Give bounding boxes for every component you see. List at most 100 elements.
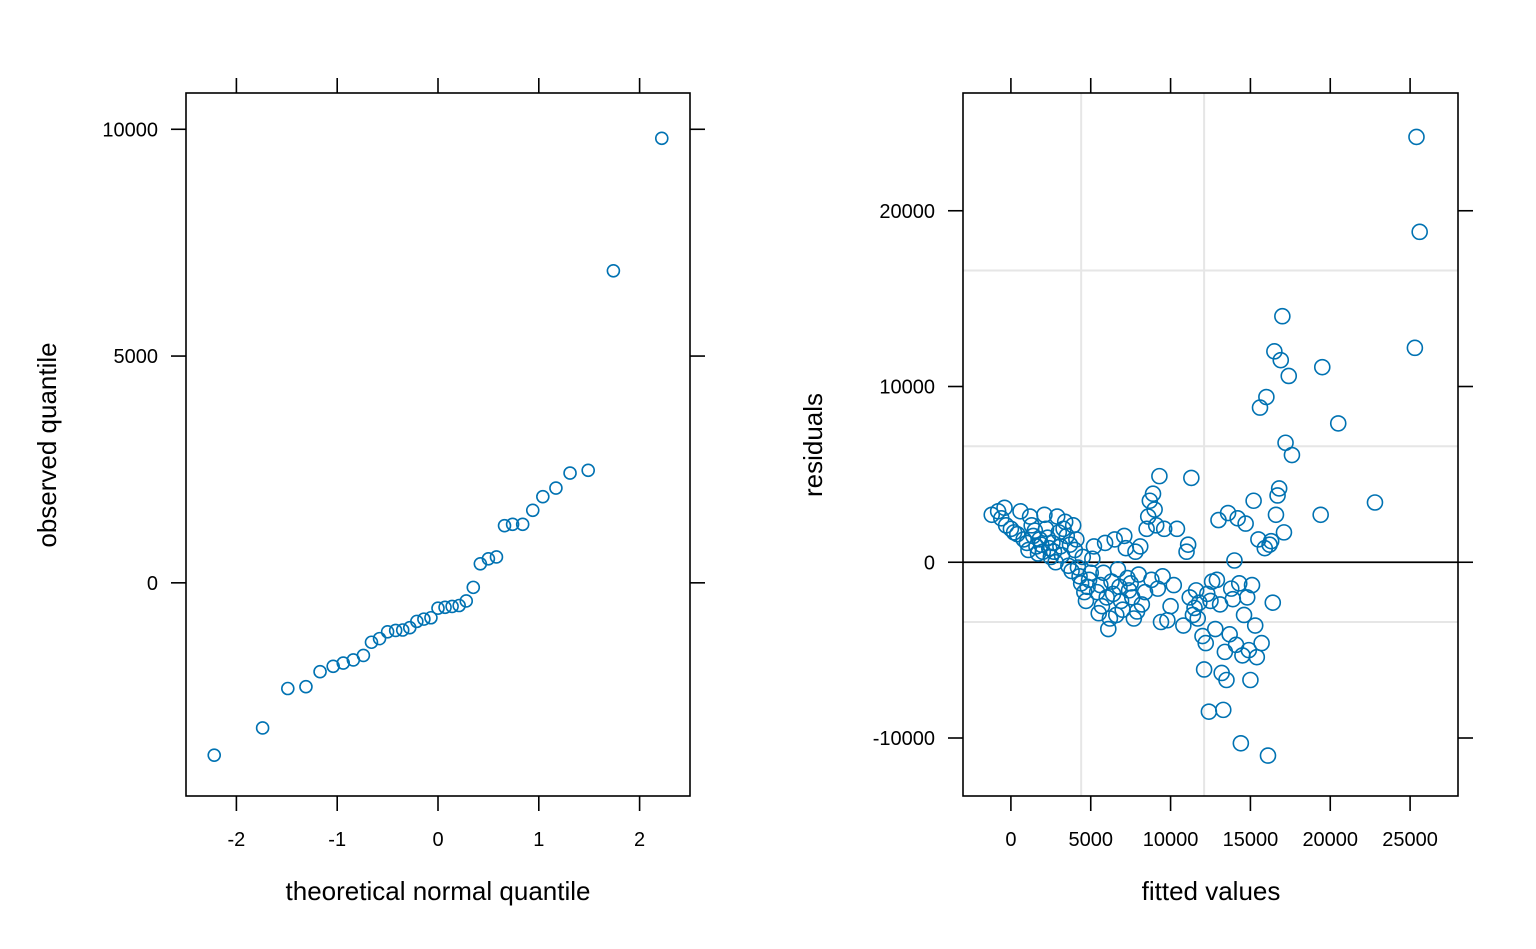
data-point: [515, 517, 530, 532]
data-point: [1100, 620, 1117, 638]
data-point: [1138, 520, 1155, 538]
data-point: [1312, 506, 1329, 524]
data-point: [1232, 734, 1250, 752]
data-point: [410, 614, 424, 629]
data-point: [1218, 671, 1235, 689]
residuals-plot-points: [983, 128, 1428, 764]
data-point: [1242, 671, 1259, 689]
data-point: [1154, 568, 1171, 585]
y-tick-label: 10000: [879, 377, 935, 399]
residuals-plot-frame: [962, 92, 1459, 797]
data-point: [536, 489, 550, 504]
data-point: [654, 131, 669, 146]
data-point: [1115, 527, 1133, 545]
data-point: [417, 612, 431, 626]
data-point: [1366, 494, 1384, 511]
data-point: [1214, 701, 1232, 719]
data-point: [372, 631, 387, 646]
x-tick-label: 1: [533, 829, 544, 851]
data-point: [1283, 446, 1301, 464]
y-tick-label: 5000: [114, 346, 159, 368]
data-point: [402, 620, 417, 635]
x-tick-label: 5000: [1068, 829, 1113, 851]
data-point: [326, 659, 340, 674]
data-point: [1068, 531, 1085, 548]
x-tick-label: 10000: [1143, 829, 1199, 851]
data-point: [1280, 367, 1298, 385]
data-point: [1262, 532, 1280, 550]
data-point: [1106, 531, 1123, 548]
data-point: [255, 721, 270, 735]
data-point: [1272, 351, 1290, 369]
data-point: [336, 656, 351, 670]
data-point: [431, 601, 445, 616]
data-point: [497, 518, 512, 533]
data-point: [1146, 501, 1163, 518]
data-point: [1406, 339, 1424, 357]
data-point: [1144, 485, 1162, 503]
data-point: [1275, 524, 1293, 541]
data-point: [1202, 592, 1219, 610]
residuals-plot-ticks: [948, 78, 1473, 811]
y-tick-label: 0: [924, 552, 935, 574]
data-point: [424, 610, 438, 625]
data-point: [1152, 613, 1170, 631]
data-point: [1183, 469, 1200, 487]
data-point: [1085, 538, 1103, 555]
data-point: [1235, 606, 1253, 624]
data-point: [1258, 388, 1275, 406]
data-point: [1243, 576, 1261, 594]
data-point: [1246, 617, 1264, 634]
data-point: [452, 598, 466, 613]
data-point: [313, 664, 327, 679]
data-point: [1179, 536, 1197, 553]
data-point: [1178, 543, 1195, 561]
x-tick-label: 2: [634, 829, 645, 851]
data-point: [1226, 552, 1243, 569]
data-point: [1250, 531, 1267, 548]
data-point: [1274, 307, 1291, 325]
data-point: [489, 550, 504, 564]
data-point: [1112, 592, 1130, 610]
data-point: [606, 263, 621, 278]
data-point: [1206, 620, 1224, 638]
data-point: [281, 681, 295, 696]
data-point: [1175, 617, 1192, 634]
y-tick-label: 0: [147, 573, 158, 595]
data-point: [1408, 128, 1425, 146]
data-point: [356, 648, 371, 663]
data-point: [1151, 467, 1168, 485]
data-point: [1269, 487, 1286, 504]
x-tick-label: 0: [432, 829, 443, 851]
data-point: [1023, 517, 1040, 534]
x-tick-label: 20000: [1302, 829, 1358, 851]
data-point: [581, 463, 595, 478]
data-point: [445, 599, 459, 614]
data-point: [1109, 560, 1127, 578]
data-point: [1131, 538, 1149, 555]
data-point: [1219, 504, 1237, 522]
data-point: [1127, 543, 1144, 561]
data-point: [481, 551, 496, 566]
x-tick-label: 0: [1005, 829, 1016, 851]
data-point: [1096, 534, 1114, 552]
x-tick-label: -2: [228, 829, 246, 851]
data-point: [1329, 415, 1347, 432]
qq-plot-tick-labels: -2 -1 0 1 2 0 5000 10000: [102, 119, 645, 851]
data-point: [1012, 502, 1029, 520]
data-point: [1224, 590, 1242, 608]
data-point: [1143, 571, 1160, 589]
qq-plot-frame: [185, 92, 691, 797]
data-point: [1165, 576, 1183, 594]
data-point: [388, 623, 403, 638]
data-point: [438, 600, 452, 615]
data-point: [364, 635, 379, 650]
data-point: [1245, 492, 1262, 510]
residuals-y-axis-title: residuals: [798, 393, 828, 497]
data-point: [1162, 597, 1179, 615]
residuals-plot-panel: 0 5000 10000 15000 20000 25000 -10000 0 10000 200…: [798, 78, 1473, 906]
y-tick-label: 10000: [102, 119, 158, 141]
data-point: [525, 503, 540, 518]
data-point: [1071, 568, 1088, 585]
residuals-plot-grid: [963, 93, 1458, 796]
